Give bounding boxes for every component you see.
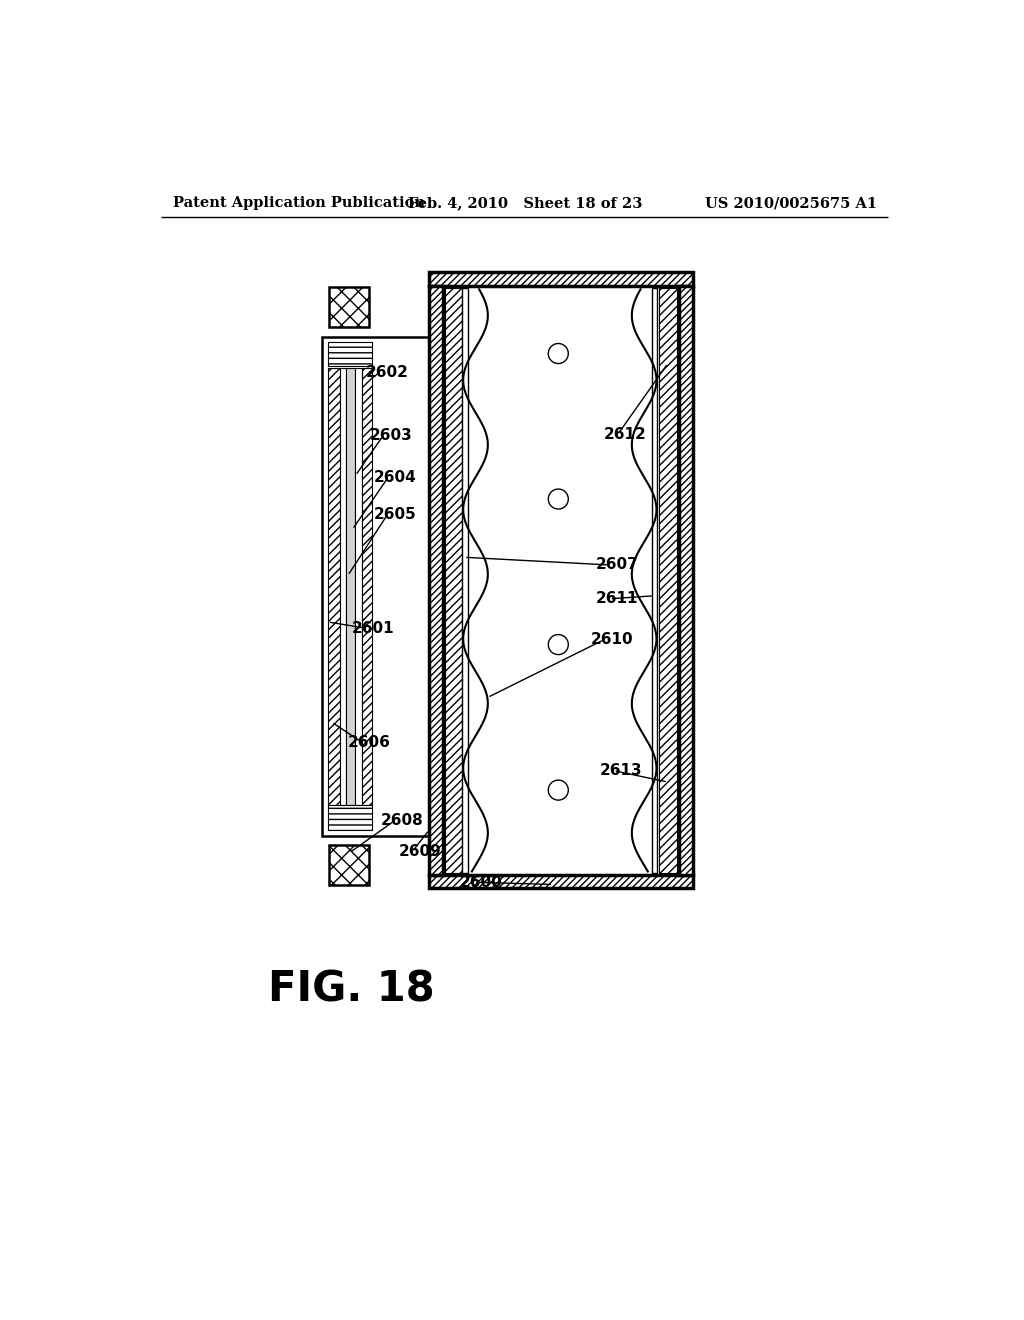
Bar (429, 286, 443, 874)
Bar (328, 805, 373, 830)
Text: 2613: 2613 (599, 763, 642, 777)
Bar (361, 368, 373, 805)
Bar (328, 368, 340, 805)
Text: 2611: 2611 (596, 591, 638, 606)
Text: Patent Application Publication: Patent Application Publication (173, 197, 425, 210)
Bar (328, 368, 340, 805)
Bar (328, 342, 373, 367)
Text: 2605: 2605 (374, 507, 417, 521)
Bar (355, 368, 361, 805)
Bar (652, 288, 657, 873)
Bar (468, 289, 652, 871)
Text: 2601: 2601 (351, 620, 394, 636)
Bar (330, 845, 370, 886)
Bar (429, 874, 692, 888)
Bar (444, 288, 462, 873)
Text: 2602: 2602 (366, 364, 409, 380)
Bar (328, 342, 373, 367)
Bar (322, 337, 433, 836)
Text: 2607: 2607 (596, 557, 638, 573)
Bar (679, 286, 692, 874)
Bar (429, 272, 692, 286)
Bar (429, 874, 692, 888)
Text: 2608: 2608 (381, 813, 424, 828)
Bar (330, 845, 370, 886)
Text: 2612: 2612 (604, 426, 647, 442)
Bar (346, 368, 355, 805)
Text: 2609: 2609 (398, 843, 441, 859)
Bar (330, 286, 370, 327)
Bar (658, 288, 677, 873)
Text: 2603: 2603 (370, 428, 412, 444)
Bar (444, 288, 462, 873)
Text: 2606: 2606 (348, 734, 390, 750)
Bar (340, 368, 346, 805)
Bar (429, 286, 443, 874)
Bar (328, 805, 373, 830)
Text: FIG. 18: FIG. 18 (267, 969, 434, 1011)
Bar (462, 288, 468, 873)
Text: 2600: 2600 (460, 875, 503, 890)
Bar (330, 286, 370, 327)
Bar (679, 286, 692, 874)
Text: 2604: 2604 (374, 470, 417, 486)
Text: 2610: 2610 (590, 632, 633, 647)
Bar (429, 272, 692, 286)
Text: US 2010/0025675 A1: US 2010/0025675 A1 (706, 197, 878, 210)
Bar (658, 288, 677, 873)
Bar (361, 368, 373, 805)
Text: Feb. 4, 2010   Sheet 18 of 23: Feb. 4, 2010 Sheet 18 of 23 (408, 197, 642, 210)
